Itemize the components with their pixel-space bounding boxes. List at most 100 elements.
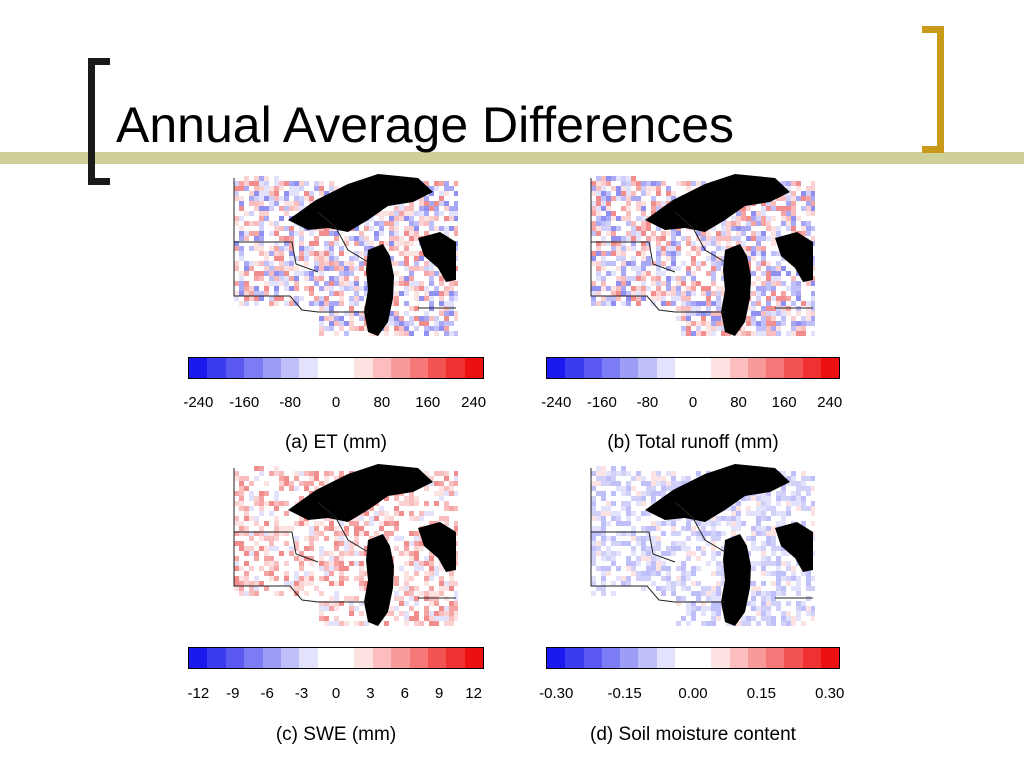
- colorbar-cell: [409, 358, 428, 378]
- colorbar-cell: [638, 648, 657, 668]
- colorbar-cell: [802, 648, 821, 668]
- colorbar-cell: [729, 358, 748, 378]
- state-borders: [590, 468, 813, 603]
- colorbar-cell: [711, 358, 730, 378]
- colorbar-cell: [656, 358, 675, 378]
- colorbar-tick-label: -6: [260, 685, 274, 702]
- colorbar-cell: [565, 648, 584, 668]
- colorbar-cell: [189, 358, 208, 378]
- lake-huron: [418, 522, 456, 572]
- colorbar-cell: [747, 648, 766, 668]
- caption-c: (c) SWE (mm): [275, 724, 397, 745]
- colorbar-cell: [693, 358, 712, 378]
- colorbar-tick-label: 12: [465, 685, 482, 702]
- colorbar-cell: [766, 648, 785, 668]
- colorbar-cell: [784, 648, 803, 668]
- colorbar-tick-label: 240: [817, 394, 843, 411]
- lake-michigan: [721, 244, 751, 336]
- colorbar-cell: [674, 358, 693, 378]
- colorbar-cell: [189, 648, 208, 668]
- colorbar-cell: [464, 358, 483, 378]
- colorbar-b: [546, 357, 840, 379]
- colorbar-tick-label: 0.30: [815, 685, 845, 702]
- colorbar-cell: [207, 648, 226, 668]
- colorbar-tick-label: 0.00: [678, 685, 708, 702]
- colorbar-cell: [620, 358, 639, 378]
- colorbar-cell: [244, 358, 263, 378]
- colorbar-ticks-a: -240 -160 -80 0 80 160 240: [183, 394, 486, 414]
- colorbar-tick-label: -0.15: [607, 685, 642, 702]
- colorbar-cell: [565, 358, 584, 378]
- lake-michigan: [364, 534, 394, 626]
- colorbar-tick-label: -12: [187, 685, 210, 702]
- colorbar-cell: [711, 648, 730, 668]
- colorbar-tick-label: -80: [279, 394, 301, 411]
- colorbar-tick-label: -80: [636, 394, 659, 411]
- map-et: [233, 174, 458, 336]
- colorbar-cell: [262, 358, 281, 378]
- colorbar-cell: [674, 648, 693, 668]
- colorbar-cell: [784, 358, 803, 378]
- colorbar-tick-label: -240: [541, 394, 572, 411]
- colorbar-ticks-b: -240 -160 -80 0 80 160 240: [541, 394, 843, 414]
- colorbar-cell: [446, 358, 465, 378]
- right-bracket-decoration: [922, 26, 944, 153]
- left-bracket-decoration: [88, 58, 110, 185]
- map-runoff: [590, 174, 815, 336]
- colorbar-cell: [372, 358, 392, 378]
- colorbar-cell: [547, 648, 566, 668]
- colorbar-tick-label: 3: [366, 685, 375, 702]
- colorbar-tick-label: 0: [331, 394, 341, 411]
- colorbar-cell: [336, 648, 355, 668]
- colorbar-cell: [317, 358, 336, 378]
- colorbar-cell: [336, 358, 355, 378]
- colorbar-cell: [583, 648, 602, 668]
- colorbar-cell: [601, 358, 620, 378]
- caption-d: (d) Soil moisture content: [590, 724, 796, 745]
- colorbar-cell: [354, 648, 373, 668]
- colorbar-cell: [391, 648, 410, 668]
- colorbar-cell: [317, 648, 336, 668]
- state-borders: [233, 178, 456, 313]
- colorbar-tick-label: -9: [226, 685, 240, 702]
- colorbar-tick-label: 0: [331, 685, 341, 702]
- colorbar-cell: [820, 648, 839, 668]
- colorbar-cell: [693, 648, 712, 668]
- map-soil-moisture: [590, 464, 815, 626]
- colorbar-ticks-c: -12 -9 -6 -3 0 3 6 9 12: [188, 685, 484, 705]
- colorbar-tick-label: 6: [400, 685, 409, 702]
- colorbar-cell: [244, 648, 263, 668]
- colorbar-cell: [802, 358, 821, 378]
- colorbar-ticks-d: -0.30 -0.15 0.00 0.15 0.30: [539, 685, 844, 705]
- lake-huron: [775, 522, 813, 572]
- colorbar-cell: [262, 648, 281, 668]
- colorbar-cell: [547, 358, 566, 378]
- colorbar-cell: [747, 358, 766, 378]
- colorbar-cell: [427, 358, 447, 378]
- colorbar-cell: [446, 648, 465, 668]
- colorbar-cell: [391, 358, 410, 378]
- lake-michigan: [364, 244, 394, 336]
- colorbar-a: [188, 357, 484, 379]
- colorbar-cell: [225, 648, 245, 668]
- colorbar-cell: [601, 648, 620, 668]
- colorbar-cell: [427, 648, 447, 668]
- colorbar-tick-label: 0: [688, 394, 698, 411]
- map-swe: [233, 464, 458, 626]
- colorbar-tick-label: -160: [229, 394, 260, 411]
- colorbar-cell: [820, 358, 839, 378]
- colorbar-tick-label: 80: [730, 394, 747, 411]
- colorbar-cell: [766, 358, 785, 378]
- lake-michigan: [721, 534, 751, 626]
- colorbar-cell: [620, 648, 639, 668]
- colorbar-cell: [638, 358, 657, 378]
- colorbar-cell: [464, 648, 483, 668]
- colorbar-d: [546, 647, 840, 669]
- colorbar-cell: [207, 358, 226, 378]
- colorbar-tick-label: 0.15: [746, 685, 776, 702]
- colorbar-cell: [354, 358, 373, 378]
- colorbar-tick-label: 80: [373, 394, 391, 411]
- lake-huron: [418, 232, 456, 282]
- colorbar-tick-label: 9: [435, 685, 444, 702]
- state-borders: [590, 178, 813, 313]
